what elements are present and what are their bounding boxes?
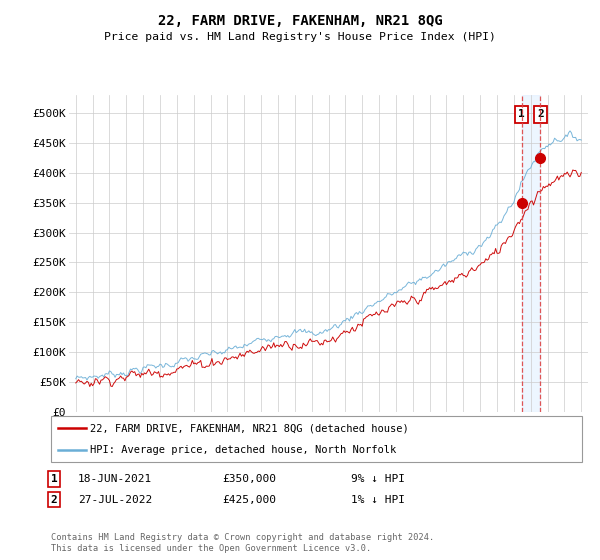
Text: 1: 1 [50,474,58,484]
Text: 27-JUL-2022: 27-JUL-2022 [78,494,152,505]
Text: 9% ↓ HPI: 9% ↓ HPI [351,474,405,484]
Bar [521,95,541,412]
Text: HPI: Average price, detached house, North Norfolk: HPI: Average price, detached house, Nort… [90,445,396,455]
Text: 2: 2 [537,109,544,119]
Text: 22, FARM DRIVE, FAKENHAM, NR21 8QG (detached house): 22, FARM DRIVE, FAKENHAM, NR21 8QG (deta… [90,423,409,433]
Text: Contains HM Land Registry data © Crown copyright and database right 2024.
This d: Contains HM Land Registry data © Crown c… [51,533,434,553]
Text: 22, FARM DRIVE, FAKENHAM, NR21 8QG: 22, FARM DRIVE, FAKENHAM, NR21 8QG [158,14,442,28]
Text: 1% ↓ HPI: 1% ↓ HPI [351,494,405,505]
Text: Price paid vs. HM Land Registry's House Price Index (HPI): Price paid vs. HM Land Registry's House … [104,32,496,42]
Text: 18-JUN-2021: 18-JUN-2021 [78,474,152,484]
Text: 1: 1 [518,109,525,119]
Text: £425,000: £425,000 [222,494,276,505]
Text: 2: 2 [50,494,58,505]
Text: £350,000: £350,000 [222,474,276,484]
